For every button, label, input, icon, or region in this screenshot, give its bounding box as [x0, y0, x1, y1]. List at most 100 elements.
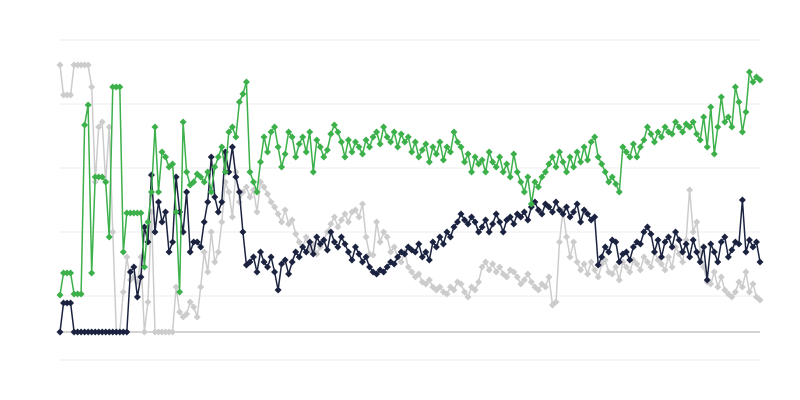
point-marker — [647, 130, 655, 138]
point-marker — [492, 210, 500, 218]
point-marker — [742, 108, 750, 116]
point-marker — [151, 228, 159, 236]
point-marker — [489, 260, 497, 268]
point-marker — [478, 156, 486, 164]
point-marker — [552, 163, 560, 171]
point-marker — [313, 250, 321, 258]
point-marker — [74, 61, 82, 69]
point-marker — [566, 153, 574, 161]
point-marker — [137, 273, 145, 281]
point-marker — [555, 238, 563, 246]
point-marker — [162, 153, 170, 161]
point-marker — [675, 236, 683, 244]
point-marker — [563, 168, 571, 176]
point-marker — [334, 243, 342, 251]
point-marker — [475, 228, 483, 236]
point-marker — [242, 78, 250, 86]
point-marker — [661, 123, 669, 131]
point-marker — [464, 293, 472, 301]
point-marker — [221, 168, 229, 176]
point-marker — [721, 118, 729, 126]
point-marker — [264, 190, 272, 198]
point-marker — [615, 276, 623, 284]
point-marker — [679, 258, 687, 266]
point-marker — [292, 153, 300, 161]
point-marker — [119, 248, 127, 256]
point-marker — [489, 158, 497, 166]
point-marker — [387, 138, 395, 146]
point-marker — [330, 121, 338, 129]
point-marker — [295, 238, 303, 246]
point-marker — [471, 153, 479, 161]
point-marker — [425, 276, 433, 284]
point-marker — [323, 146, 331, 154]
point-marker — [745, 68, 753, 76]
point-marker — [468, 168, 476, 176]
point-marker — [151, 123, 159, 131]
point-marker — [351, 206, 359, 214]
point-marker — [710, 150, 718, 158]
point-marker — [63, 299, 71, 307]
point-marker — [605, 248, 613, 256]
point-marker — [183, 168, 191, 176]
point-marker — [478, 263, 486, 271]
point-marker — [513, 168, 521, 176]
point-marker — [640, 228, 648, 236]
point-marker — [404, 133, 412, 141]
point-marker — [510, 220, 518, 228]
point-marker — [344, 248, 352, 256]
point-marker — [225, 188, 233, 196]
point-marker — [545, 160, 553, 168]
point-marker — [387, 248, 395, 256]
point-marker — [450, 286, 458, 294]
point-marker — [710, 248, 718, 256]
point-marker — [443, 228, 451, 236]
point-marker — [520, 208, 528, 216]
point-marker — [464, 220, 472, 228]
point-marker — [700, 243, 708, 251]
point-marker — [176, 308, 184, 316]
point-marker — [158, 148, 166, 156]
point-marker — [541, 283, 549, 291]
point-marker — [524, 270, 532, 278]
point-marker — [513, 273, 521, 281]
point-marker — [348, 148, 356, 156]
point-marker — [622, 263, 630, 271]
point-marker — [351, 243, 359, 251]
point-marker — [306, 128, 314, 136]
point-marker — [373, 218, 381, 226]
point-marker — [411, 138, 419, 146]
point-marker — [714, 258, 722, 266]
point-marker — [717, 273, 725, 281]
point-marker — [214, 208, 222, 216]
point-marker — [615, 188, 623, 196]
point-marker — [559, 158, 567, 166]
point-marker — [295, 140, 303, 148]
point-marker — [351, 138, 359, 146]
point-marker — [327, 228, 335, 236]
point-marker — [724, 253, 732, 261]
point-marker — [496, 218, 504, 226]
point-marker — [133, 293, 141, 301]
point-marker — [316, 143, 324, 151]
point-marker — [591, 133, 599, 141]
point-marker — [274, 286, 282, 294]
point-marker — [56, 291, 64, 299]
point-marker — [186, 248, 194, 256]
point-marker — [570, 208, 578, 216]
point-marker — [577, 158, 585, 166]
point-marker — [169, 328, 177, 336]
point-marker — [133, 209, 141, 217]
point-marker — [383, 263, 391, 271]
point-marker — [369, 251, 377, 259]
point-marker — [619, 143, 627, 151]
point-marker — [214, 248, 222, 256]
point-marker — [650, 138, 658, 146]
point-marker — [580, 206, 588, 214]
point-marker — [98, 173, 106, 181]
point-marker — [436, 233, 444, 241]
point-marker — [756, 296, 764, 304]
point-marker — [218, 143, 226, 151]
point-marker — [731, 83, 739, 91]
